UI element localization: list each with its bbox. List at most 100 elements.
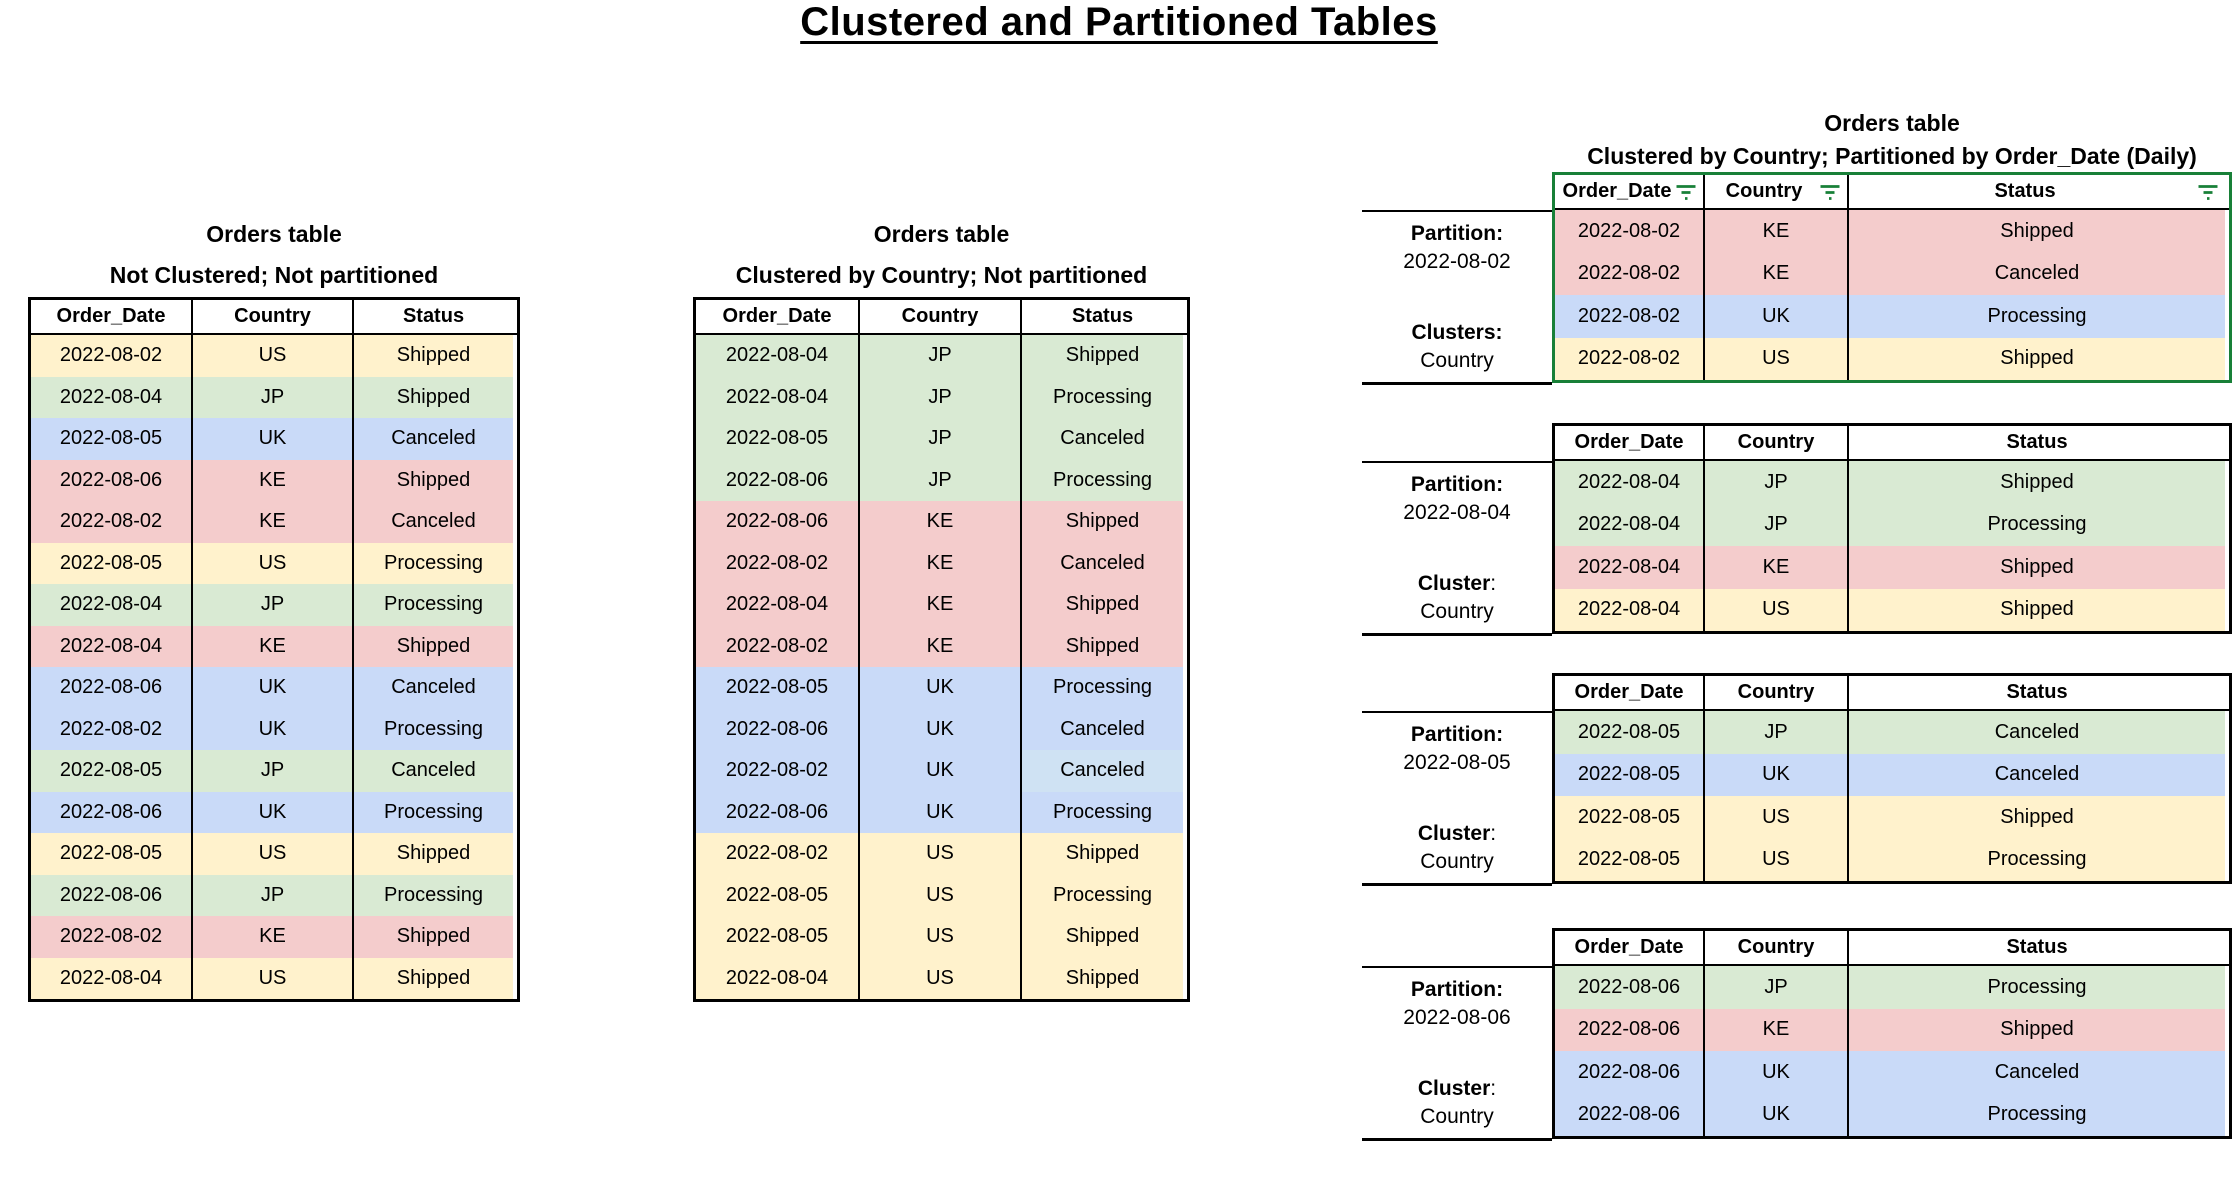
right-table-title: Orders table <box>1824 110 1960 136</box>
cluster-label: Cluster: <box>1417 572 1497 595</box>
cell-order-date: 2022-08-05 <box>31 418 191 460</box>
header-status: Status <box>1847 426 2225 459</box>
cell-order-date: 2022-08-05 <box>696 874 858 916</box>
cell-country: US <box>858 916 1020 958</box>
table-row: 2022-08-02 UK Canceled <box>696 750 1187 792</box>
cell-order-date: 2022-08-04 <box>31 584 191 626</box>
cell-country: KE <box>858 501 1020 543</box>
cell-status: Canceled <box>1020 708 1183 750</box>
table-row: 2022-08-05 UK Canceled <box>1555 753 2229 796</box>
cell-status: Canceled <box>1847 1051 2225 1094</box>
cluster-label: Cluster: <box>1417 822 1497 845</box>
cell-status: Processing <box>1020 376 1183 418</box>
cell-status: Processing <box>1847 503 2225 546</box>
cell-status: Processing <box>1020 667 1183 709</box>
cell-country: US <box>1703 588 1847 631</box>
orders-partition-table-2022-08-06: Order_Date Country Status 2022-08-06 JP Proce… <box>1552 928 2232 1139</box>
cell-status: Shipped <box>1847 588 2225 631</box>
cell-status: Shipped <box>1847 210 2225 253</box>
cell-order-date: 2022-08-04 <box>31 957 191 999</box>
cell-country: US <box>858 957 1020 999</box>
header-label: Country <box>1737 681 1815 703</box>
header-order-date: Order_Date <box>696 300 858 333</box>
cell-country: JP <box>1703 966 1847 1009</box>
table-row: 2022-08-04 JP Processing <box>1555 503 2229 546</box>
cluster-block: Clusters: Country <box>1362 319 1552 375</box>
table-row: 2022-08-04 JP Processing <box>696 376 1187 418</box>
cell-status: Processing <box>1847 838 2225 881</box>
partition-value: 2022-08-05 <box>1403 751 1511 774</box>
cluster-value: Country <box>1420 600 1494 623</box>
cell-status: Canceled <box>1847 252 2225 295</box>
header-label: Status <box>2006 936 2068 958</box>
cell-status: Processing <box>352 874 513 916</box>
table-row: 2022-08-05 UK Processing <box>696 667 1187 709</box>
cell-country: US <box>191 833 352 875</box>
partition-block: Partition: 2022-08-05 <box>1362 721 1552 777</box>
cell-order-date: 2022-08-05 <box>696 418 858 460</box>
cell-order-date: 2022-08-02 <box>31 501 191 543</box>
table-row: 2022-08-05 US Shipped <box>696 916 1187 958</box>
table-row: 2022-08-02 US Shipped <box>1555 337 2229 380</box>
cell-country: JP <box>191 376 352 418</box>
table-row: 2022-08-06 JP Processing <box>31 874 517 916</box>
cell-status: Shipped <box>352 916 513 958</box>
cell-order-date: 2022-08-02 <box>1555 337 1703 380</box>
cell-order-date: 2022-08-05 <box>31 542 191 584</box>
header-order-date: Order_Date <box>1555 931 1703 964</box>
table-row: 2022-08-04 JP Shipped <box>696 335 1187 377</box>
orders-partition-table-2022-08-04: Order_Date Country Status 2022-08-04 JP Shipp… <box>1552 423 2232 634</box>
partition-block: Partition: 2022-08-02 <box>1362 220 1552 276</box>
page-title: Clustered and Partitioned Tables <box>800 0 1438 44</box>
cell-order-date: 2022-08-04 <box>1555 588 1703 631</box>
table-header-row: Order_Date Country Status <box>1555 426 2229 461</box>
cell-country: KE <box>191 916 352 958</box>
cell-order-date: 2022-08-02 <box>1555 295 1703 338</box>
cell-status: Shipped <box>1020 957 1183 999</box>
table-row: 2022-08-06 KE Shipped <box>1555 1008 2229 1051</box>
table-row: 2022-08-05 JP Canceled <box>696 418 1187 460</box>
cell-status: Shipped <box>352 335 513 377</box>
cell-country: KE <box>1703 546 1847 589</box>
cluster-label: Cluster: <box>1417 1077 1497 1100</box>
header-order-date: Order_Date <box>31 300 191 333</box>
table-row: 2022-08-04 JP Processing <box>31 584 517 626</box>
table-row: 2022-08-02 KE Shipped <box>31 916 517 958</box>
cell-country: KE <box>1703 1008 1847 1051</box>
cell-country: UK <box>858 708 1020 750</box>
table-row: 2022-08-02 KE Canceled <box>696 542 1187 584</box>
cell-order-date: 2022-08-06 <box>1555 1008 1703 1051</box>
header-country: Country <box>191 300 352 333</box>
cell-country: KE <box>191 625 352 667</box>
cell-country: US <box>1703 337 1847 380</box>
partition-block: Partition: 2022-08-06 <box>1362 976 1552 1032</box>
table-row: 2022-08-04 KE Shipped <box>31 625 517 667</box>
cell-status: Processing <box>1020 459 1183 501</box>
orders-partition-table-2022-08-02: Order_Date Country Status 2022-08-02 KE Shipp… <box>1552 172 2232 383</box>
cell-order-date: 2022-08-05 <box>696 916 858 958</box>
cell-country: UK <box>858 667 1020 709</box>
cell-order-date: 2022-08-05 <box>1555 711 1703 754</box>
cell-order-date: 2022-08-06 <box>696 459 858 501</box>
cell-order-date: 2022-08-06 <box>31 791 191 833</box>
partition-value: 2022-08-04 <box>1403 501 1511 524</box>
table-header-row: Order_Date Country Status <box>31 300 517 335</box>
cell-order-date: 2022-08-05 <box>1555 838 1703 881</box>
table-row: 2022-08-04 JP Shipped <box>31 376 517 418</box>
cell-status: Canceled <box>352 501 513 543</box>
cell-status: Shipped <box>352 833 513 875</box>
cell-order-date: 2022-08-04 <box>1555 546 1703 589</box>
table-row: 2022-08-02 UK Processing <box>1555 295 2229 338</box>
cell-country: US <box>191 542 352 584</box>
cell-status: Shipped <box>352 376 513 418</box>
table-row: 2022-08-05 UK Canceled <box>31 418 517 460</box>
cell-status: Shipped <box>1020 584 1183 626</box>
cell-status: Processing <box>352 584 513 626</box>
partition-label: Partition: <box>1410 222 1504 245</box>
cell-order-date: 2022-08-02 <box>31 335 191 377</box>
header-label: Status <box>1994 180 2056 202</box>
partition-label: Partition: <box>1410 978 1504 1001</box>
cell-country: KE <box>191 459 352 501</box>
cell-country: JP <box>191 750 352 792</box>
cell-order-date: 2022-08-02 <box>31 708 191 750</box>
